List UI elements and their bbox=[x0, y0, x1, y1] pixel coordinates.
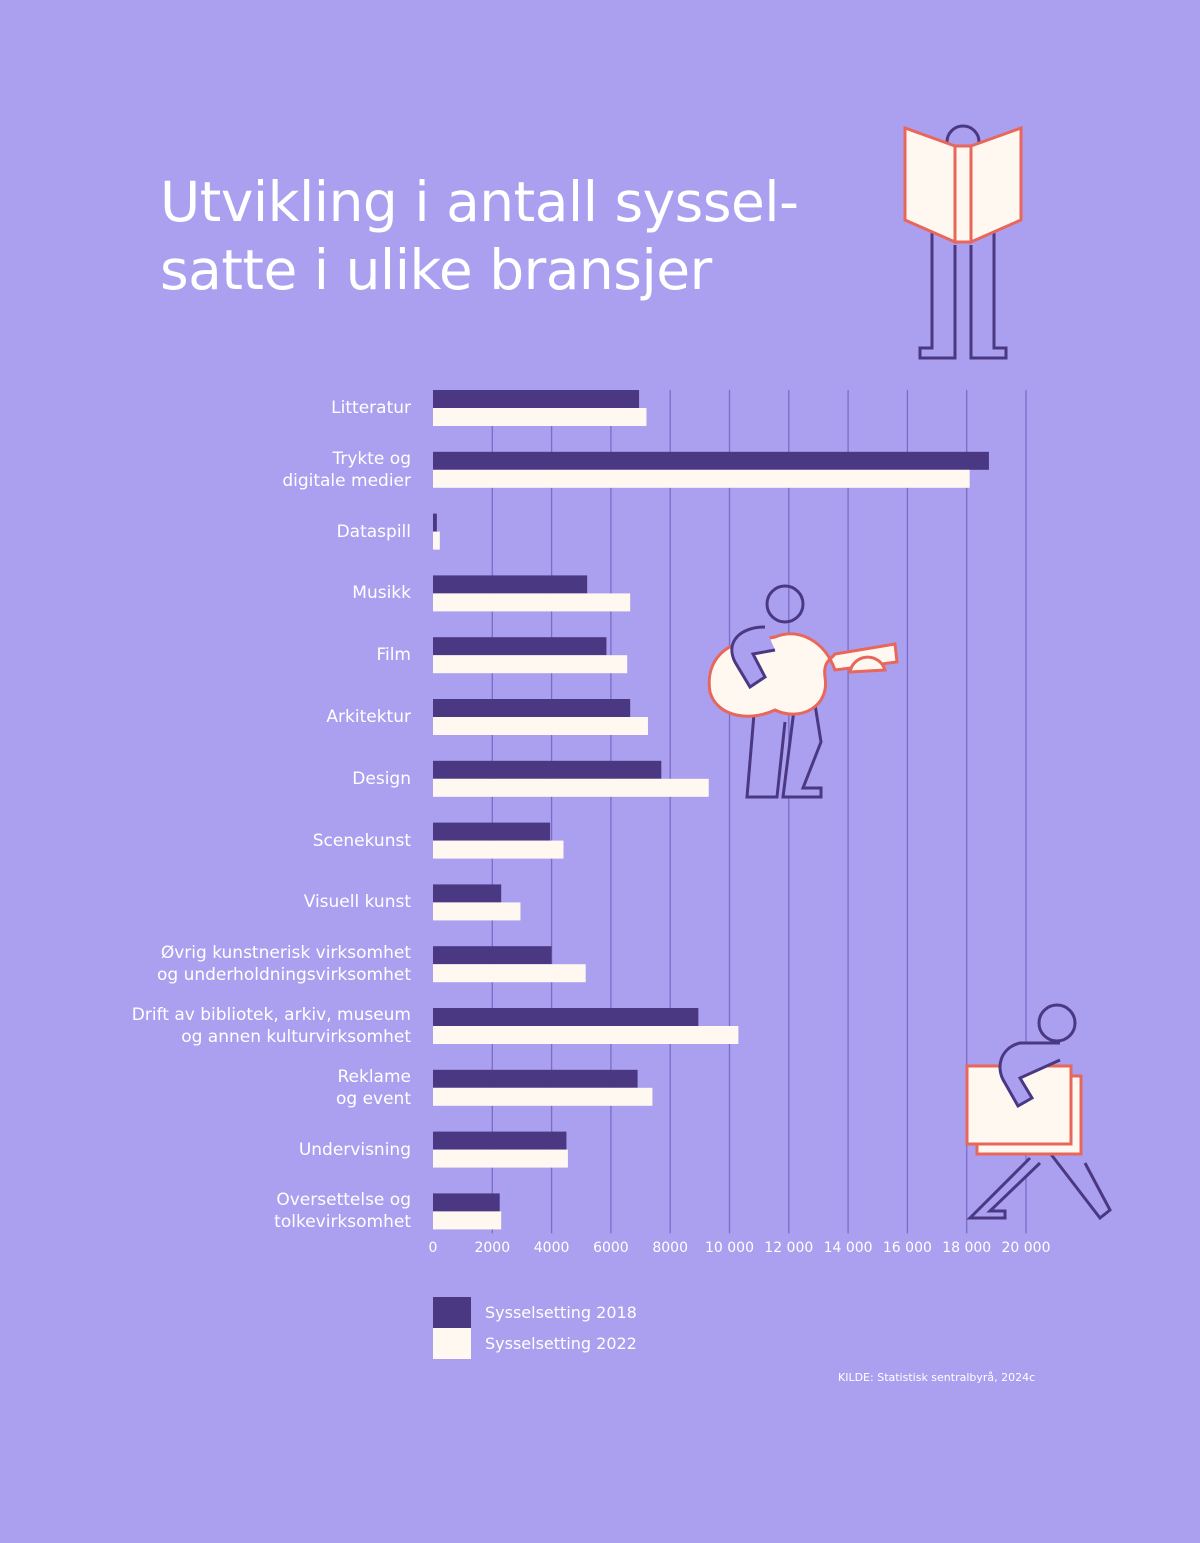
guitarist-illustration-icon bbox=[707, 584, 899, 799]
category-label: Drift av bibliotek, arkiv, museum og ann… bbox=[131, 1005, 411, 1047]
bar-2018 bbox=[433, 637, 607, 656]
bar-2022 bbox=[433, 778, 709, 797]
bar-2022 bbox=[433, 717, 648, 735]
category-label: Litteratur bbox=[331, 398, 411, 418]
x-tick-label: 18 000 bbox=[942, 1240, 992, 1256]
bar-2022 bbox=[433, 840, 564, 859]
bar-2018 bbox=[433, 884, 502, 903]
bar-2022 bbox=[433, 964, 586, 983]
bar-2018 bbox=[433, 1069, 638, 1088]
bar-2018 bbox=[433, 1193, 500, 1212]
category-label: Trykte og digitale medier bbox=[282, 448, 411, 491]
bar-2018 bbox=[433, 513, 437, 532]
bar-2018 bbox=[433, 575, 588, 594]
x-tick-label: 8000 bbox=[652, 1240, 689, 1256]
category-label: Arkitektur bbox=[326, 707, 411, 727]
bar-2018 bbox=[433, 699, 631, 717]
category-label: Design bbox=[352, 768, 411, 789]
category-label: Oversettelse og tolkevirksomhet bbox=[274, 1190, 411, 1233]
category-label: Reklame og event bbox=[335, 1066, 411, 1109]
bar-2018 bbox=[433, 760, 662, 779]
source-note: KILDE: Statistisk sentralbyrå, 2024c bbox=[838, 1371, 1036, 1384]
x-tick-label: 2000 bbox=[474, 1240, 511, 1256]
x-tick-label: 14 000 bbox=[823, 1240, 873, 1256]
bar-2018 bbox=[433, 451, 989, 470]
bar-2022 bbox=[433, 1087, 653, 1106]
x-tick-label: 4000 bbox=[533, 1240, 570, 1256]
bar-2018 bbox=[433, 946, 552, 965]
category-label: Visuell kunst bbox=[303, 892, 411, 913]
x-tick-label: 12 000 bbox=[764, 1240, 814, 1256]
bar-2018 bbox=[433, 1008, 699, 1026]
bar-2018 bbox=[433, 1131, 567, 1150]
category-label: Scenekunst bbox=[312, 830, 411, 851]
category-label: Dataspill bbox=[336, 521, 411, 542]
bar-2022 bbox=[433, 469, 970, 488]
carrier-illustration-icon bbox=[965, 1003, 1112, 1221]
bar-2022 bbox=[433, 902, 521, 921]
x-tick-label: 16 000 bbox=[882, 1240, 932, 1256]
category-label: Øvrig kunstnerisk virksomhet og underhol… bbox=[156, 943, 411, 986]
legend-item-2022: Sysselsetting 2022 bbox=[433, 1328, 637, 1359]
x-tick-label: 0 bbox=[428, 1240, 438, 1256]
bar-2022 bbox=[433, 1149, 568, 1168]
legend-swatch-2018 bbox=[433, 1297, 471, 1328]
x-tick-label: 6000 bbox=[593, 1240, 629, 1256]
legend-item-2018: Sysselsetting 2018 bbox=[433, 1297, 637, 1328]
chart-title: Utvikling i antall syssel-satte i ulike … bbox=[160, 170, 799, 302]
legend-label-2018: Sysselsetting 2018 bbox=[485, 1303, 637, 1322]
bar-2018 bbox=[433, 390, 640, 408]
legend-swatch-2022 bbox=[433, 1328, 471, 1359]
category-label: Film bbox=[376, 645, 411, 666]
reader-illustration-icon bbox=[903, 124, 1023, 360]
category-label: Undervisning bbox=[298, 1139, 411, 1160]
x-tick-label: 10 000 bbox=[705, 1240, 754, 1256]
bar-2022 bbox=[433, 408, 647, 426]
x-tick-label: 20 000 bbox=[1001, 1240, 1051, 1256]
bar-2022 bbox=[433, 655, 628, 674]
bar-2018 bbox=[433, 822, 551, 841]
legend-label-2022: Sysselsetting 2022 bbox=[485, 1334, 637, 1353]
legend: Sysselsetting 2018 Sysselsetting 2022 bbox=[433, 1297, 637, 1359]
bar-2022 bbox=[433, 1026, 739, 1044]
bar-2022 bbox=[433, 593, 631, 612]
bar-2022 bbox=[433, 531, 440, 550]
category-label: Musikk bbox=[352, 583, 411, 604]
bar-2022 bbox=[433, 1211, 502, 1230]
